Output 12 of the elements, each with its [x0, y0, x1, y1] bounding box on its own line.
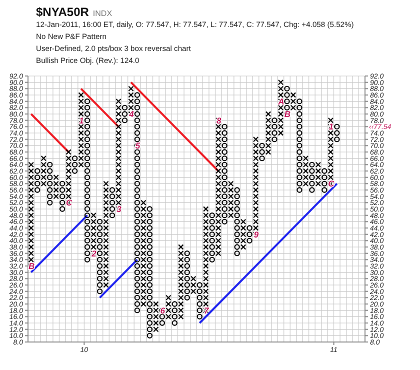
annotation: 4 [128, 109, 134, 119]
annotation: 7 [204, 305, 210, 316]
annotation: 8 [216, 115, 222, 126]
annotation: C [328, 178, 336, 189]
annotation: 3 [116, 204, 122, 214]
chart-title: $NYA50R [36, 5, 89, 19]
chart-subtitle: INDX [92, 9, 112, 18]
annotation: 2 [90, 248, 97, 258]
annotation: B [284, 109, 291, 119]
annotation: 1 [79, 115, 84, 126]
annotation: B [28, 261, 35, 271]
annotation: 9 [254, 229, 259, 240]
